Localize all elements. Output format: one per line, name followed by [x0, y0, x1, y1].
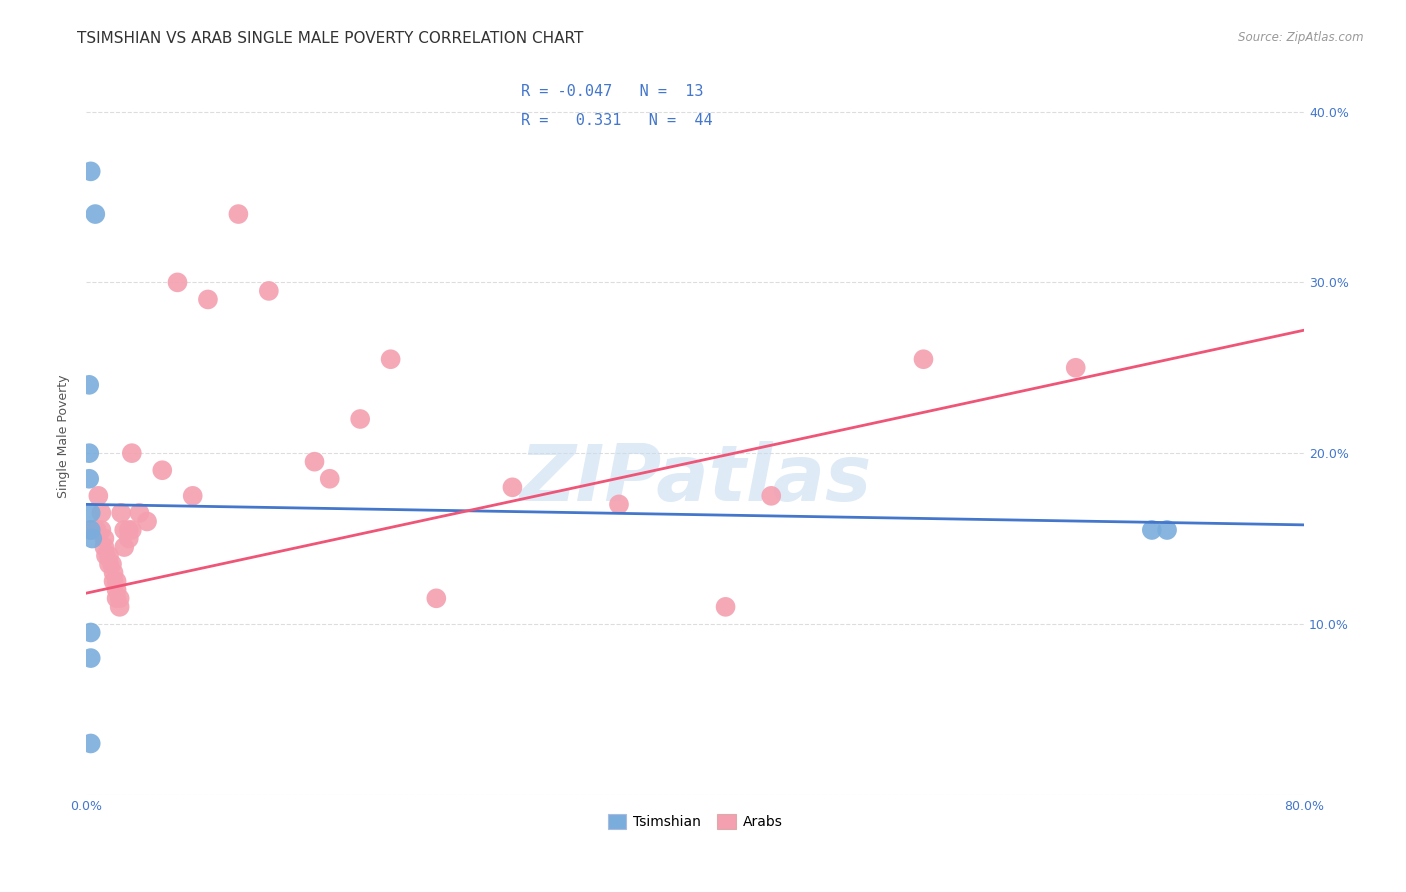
Point — [80, 651, 103, 665]
Point — [181, 489, 204, 503]
Point — [349, 412, 371, 426]
Point — [912, 352, 935, 367]
Point — [1064, 360, 1087, 375]
Text: ZIPatlas: ZIPatlas — [519, 442, 872, 517]
Point — [105, 582, 128, 597]
Point — [77, 472, 100, 486]
Point — [80, 506, 103, 520]
Point — [118, 523, 141, 537]
Point — [761, 489, 783, 503]
Point — [77, 446, 100, 460]
Point — [98, 557, 121, 571]
Point — [80, 625, 103, 640]
Point — [98, 549, 121, 563]
Point — [304, 455, 326, 469]
Point — [197, 293, 219, 307]
Point — [108, 591, 131, 606]
Point — [257, 284, 280, 298]
Point — [228, 207, 250, 221]
Point — [110, 506, 132, 520]
Point — [105, 574, 128, 589]
Point — [105, 591, 128, 606]
Point — [121, 446, 143, 460]
Point — [77, 377, 100, 392]
Point — [380, 352, 402, 367]
Point — [108, 599, 131, 614]
Legend: Tsimshian, Arabs: Tsimshian, Arabs — [602, 808, 787, 834]
Point — [112, 540, 135, 554]
Point — [80, 523, 103, 537]
Point — [1140, 523, 1163, 537]
Point — [118, 532, 141, 546]
Point — [82, 532, 104, 546]
Point — [166, 276, 188, 290]
Point — [1156, 523, 1178, 537]
Point — [87, 489, 110, 503]
Point — [103, 574, 125, 589]
Point — [80, 523, 103, 537]
Point — [121, 523, 143, 537]
Point — [425, 591, 447, 606]
Text: Source: ZipAtlas.com: Source: ZipAtlas.com — [1239, 31, 1364, 45]
Point — [150, 463, 173, 477]
Point — [86, 523, 108, 537]
Point — [136, 515, 159, 529]
Text: TSIMSHIAN VS ARAB SINGLE MALE POVERTY CORRELATION CHART: TSIMSHIAN VS ARAB SINGLE MALE POVERTY CO… — [77, 31, 583, 46]
Point — [319, 472, 342, 486]
Point — [90, 523, 112, 537]
Point — [607, 497, 630, 511]
Point — [501, 480, 523, 494]
Point — [101, 557, 124, 571]
Point — [93, 540, 115, 554]
Y-axis label: Single Male Poverty: Single Male Poverty — [58, 375, 70, 498]
Point — [128, 506, 150, 520]
Point — [93, 532, 115, 546]
Point — [80, 736, 103, 750]
Point — [94, 549, 117, 563]
Point — [80, 164, 103, 178]
Point — [103, 566, 125, 580]
Point — [84, 207, 107, 221]
Text: R =   0.331   N =  44: R = 0.331 N = 44 — [522, 112, 713, 128]
Text: R = -0.047   N =  13: R = -0.047 N = 13 — [522, 84, 703, 99]
Point — [112, 523, 135, 537]
Point — [714, 599, 737, 614]
Point — [90, 506, 112, 520]
